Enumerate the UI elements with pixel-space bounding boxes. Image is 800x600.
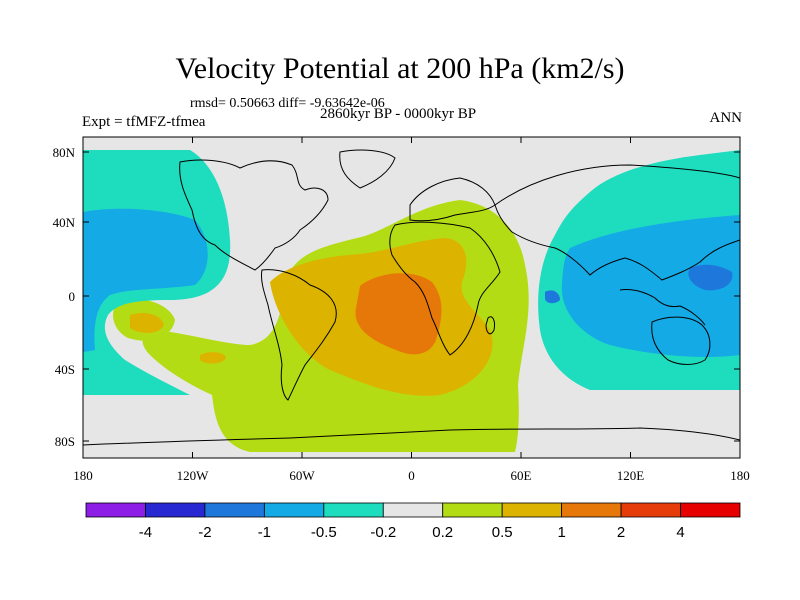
negative-region-west-05: [83, 208, 208, 352]
colorbar-label: 1: [557, 524, 565, 541]
coast-madagascar: [485, 316, 495, 335]
x-tick-label: 60W: [289, 468, 315, 483]
coast-africa: [389, 221, 501, 356]
y-tick-label: 40N: [53, 215, 76, 230]
negative-region-east-05: [561, 215, 740, 357]
colorbar-label: -2: [198, 524, 211, 541]
coast-indonesia: [619, 289, 706, 326]
colorbar: -4 -2 -1 -0.5 -0.2 0.2 0.5 1 2 4: [85, 502, 741, 541]
coast-south-america: [261, 269, 337, 401]
colorbar-label: 0.5: [492, 524, 513, 541]
x-tick-label: 180: [730, 468, 750, 483]
colorbar-swatch: [561, 502, 622, 518]
positive-patch-05-a: [130, 313, 164, 333]
colorbar-swatch: [501, 502, 563, 518]
negative-patch-east-1: [545, 290, 560, 304]
colorbar-label: 0.2: [432, 524, 453, 541]
colorbar-swatch: [263, 502, 325, 518]
y-tick-label: 40S: [55, 362, 75, 377]
colorbar-label: -4: [139, 524, 152, 541]
chart-title: Velocity Potential at 200 hPa (km2/s): [175, 52, 625, 85]
experiment-label: Expt = tfMFZ-tfmea: [82, 114, 206, 130]
coast-antarctica: [83, 427, 740, 446]
colorbar-swatch: [620, 502, 681, 518]
negative-region-east-1: [688, 264, 733, 291]
coast-north-america: [179, 159, 329, 271]
colorbar-swatch: [323, 502, 384, 518]
x-axis: 180 120W 60W 0 60E 120E 180: [73, 137, 750, 483]
x-tick-label: 180: [73, 468, 93, 483]
x-tick-label: 120E: [617, 468, 645, 483]
positive-patch-05-b: [200, 352, 226, 364]
y-tick-label: 80N: [53, 145, 76, 160]
stats-line: rmsd= 0.50663 diff= -9.63642e-06: [190, 96, 385, 111]
y-tick-label: 0: [69, 289, 76, 304]
season-label: ANN: [709, 110, 743, 126]
x-tick-label: 0: [408, 468, 415, 483]
y-tick-label: 80S: [55, 434, 75, 449]
colorbar-label: 4: [676, 524, 684, 541]
colorbar-label: -0.2: [370, 524, 396, 541]
coast-australia: [651, 316, 711, 365]
y-axis: 80N 40N 0 40S 80S: [53, 145, 740, 449]
colorbar-label: -1: [258, 524, 271, 541]
positive-region-1: [355, 273, 442, 355]
colorbar-swatch: [680, 502, 741, 518]
coast-asia: [494, 164, 740, 281]
x-tick-label: 60E: [511, 468, 532, 483]
colorbar-swatch: [145, 502, 206, 518]
colorbar-swatch: [382, 502, 444, 518]
x-tick-label: 120W: [177, 468, 210, 483]
colorbar-label: 2: [617, 524, 625, 541]
colorbar-swatch: [204, 502, 265, 518]
colorbar-swatch: [85, 502, 146, 518]
colorbar-swatch: [442, 502, 503, 518]
coastlines: [83, 149, 740, 446]
colorbar-label: -0.5: [311, 524, 337, 541]
coast-greenland: [339, 149, 396, 189]
period-label: 2860kyr BP - 0000kyr BP: [320, 106, 477, 122]
